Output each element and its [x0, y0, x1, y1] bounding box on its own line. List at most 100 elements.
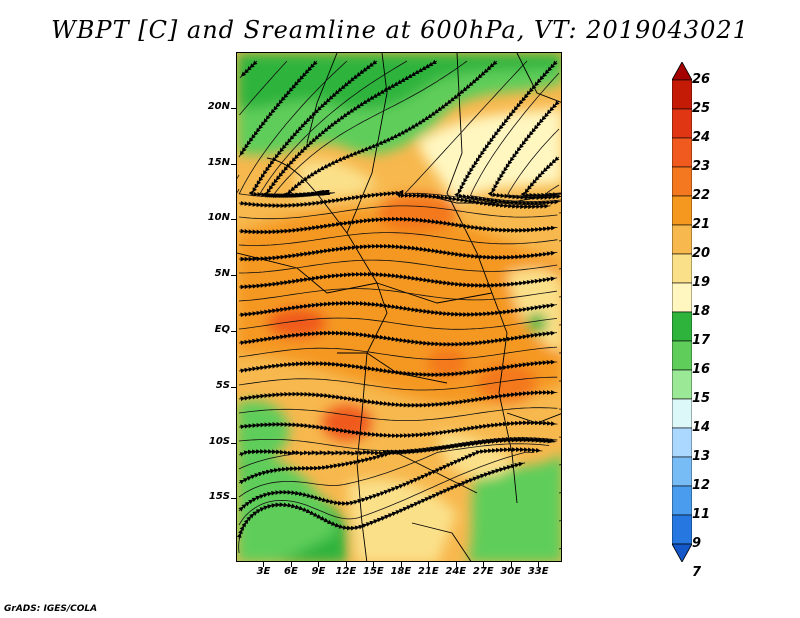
colorbar-swatch	[672, 195, 692, 226]
colorbar-swatch	[672, 340, 692, 371]
streamline	[238, 271, 558, 290]
lat-tick-mark	[231, 442, 236, 444]
colorbar-label: 20	[692, 246, 711, 261]
streamline	[238, 420, 558, 439]
lon-tick-label: 30E	[500, 566, 522, 577]
streamline	[237, 174, 240, 179]
colorbar-label: 25	[692, 101, 711, 116]
colorbar-swatch	[672, 79, 692, 110]
streamline	[520, 156, 560, 198]
lon-tick-label: 21E	[417, 566, 439, 577]
lon-tick-mark	[400, 562, 402, 567]
lat-tick-mark	[231, 219, 236, 221]
colorbar-swatch	[672, 485, 692, 516]
chart-title: WBPT [C] and Sreamline at 600hPa, VT: 20…	[51, 16, 749, 44]
colorbar-label: 13	[692, 449, 711, 464]
colorbar-label: 9	[692, 536, 702, 551]
lon-tick-mark	[538, 562, 540, 567]
streamline	[558, 520, 561, 522]
grads-credit: GrADS: IGES/COLA	[4, 604, 98, 614]
lon-tick-label: 27E	[472, 566, 494, 577]
lon-tick-label: 3E	[256, 566, 271, 577]
lon-tick-mark	[345, 562, 347, 567]
colorbar-label: 17	[692, 333, 711, 348]
streamline	[239, 259, 558, 274]
lat-tick-label: EQ	[214, 323, 230, 335]
lat-tick-label: 5S	[215, 379, 230, 391]
lat-tick-label: 10N	[207, 212, 230, 224]
streamline	[237, 188, 240, 193]
streamline	[558, 548, 561, 550]
streamline	[558, 464, 561, 466]
lon-tick-mark	[483, 562, 485, 567]
streamline	[238, 390, 558, 408]
colorbar-top-arrow	[672, 62, 692, 81]
colorbar-swatch	[672, 514, 692, 545]
streamline	[558, 212, 561, 214]
streamline	[238, 359, 558, 378]
streamlines	[237, 59, 561, 554]
lon-tick-label: 33E	[527, 566, 549, 577]
streamline	[238, 300, 558, 318]
colorbar-swatch	[672, 398, 692, 429]
streamline	[238, 317, 558, 330]
colorbar-swatch	[672, 369, 692, 400]
colorbar-label: 19	[692, 275, 711, 290]
colorbar-swatch	[672, 427, 692, 458]
lat-tick-mark	[231, 498, 236, 500]
colorbar-label: 14	[692, 420, 711, 435]
lon-tick-mark	[510, 562, 512, 567]
colorbar-label: 7	[692, 565, 702, 580]
lat-tick-mark	[231, 330, 236, 332]
wbpt-field-map	[237, 53, 561, 561]
colorbar	[672, 62, 692, 562]
streamline	[558, 436, 561, 438]
lon-tick-mark	[263, 562, 265, 567]
colorbar-swatch	[672, 456, 692, 487]
streamline	[238, 243, 558, 262]
lat-tick-label: 20N	[207, 100, 230, 112]
lat-tick-label: 5N	[214, 268, 230, 280]
lat-tick-mark	[231, 386, 236, 388]
colorbar-label: 26	[692, 72, 711, 87]
streamline	[558, 268, 561, 270]
streamline	[238, 466, 513, 554]
colorbar-label: 21	[692, 217, 711, 232]
lon-tick-label: 6E	[284, 566, 298, 577]
colorbar-label: 11	[692, 507, 711, 522]
colorbar-swatch	[672, 166, 692, 197]
lat-tick-label: 15S	[208, 491, 230, 503]
lon-tick-mark	[290, 562, 292, 567]
lat-tick-mark	[231, 163, 236, 165]
colorbar-swatch	[672, 108, 692, 139]
streamline	[454, 60, 561, 206]
colorbar-swatch	[672, 253, 692, 284]
streamline	[238, 346, 558, 360]
streamline	[544, 184, 561, 195]
lat-tick-mark	[231, 275, 236, 277]
colorbar-bottom-arrow	[672, 543, 692, 562]
lat-tick-label: 10S	[208, 435, 230, 447]
streamline	[238, 288, 558, 302]
streamline	[558, 240, 561, 242]
colorbar-label: 15	[692, 391, 711, 406]
colorbar-label: 18	[692, 304, 711, 319]
lon-tick-mark	[455, 562, 457, 567]
colorbar-label: 23	[692, 159, 711, 174]
colorbar-label: 22	[692, 188, 711, 203]
colorbar-label: 16	[692, 362, 711, 377]
colorbar-swatch	[672, 224, 692, 255]
streamline	[238, 376, 558, 391]
streamline	[558, 296, 561, 298]
lon-tick-label: 18E	[390, 566, 412, 577]
streamline	[238, 216, 558, 235]
lon-tick-mark	[373, 562, 375, 567]
colorbar-swatch	[672, 137, 692, 168]
map-panel[interactable]	[236, 52, 562, 562]
colorbar-label: 12	[692, 478, 711, 493]
lon-tick-mark	[428, 562, 430, 567]
streamline	[558, 492, 561, 494]
lon-tick-label: 15E	[362, 566, 384, 577]
colorbar-swatch	[672, 311, 692, 342]
lon-tick-label: 9E	[311, 566, 326, 577]
